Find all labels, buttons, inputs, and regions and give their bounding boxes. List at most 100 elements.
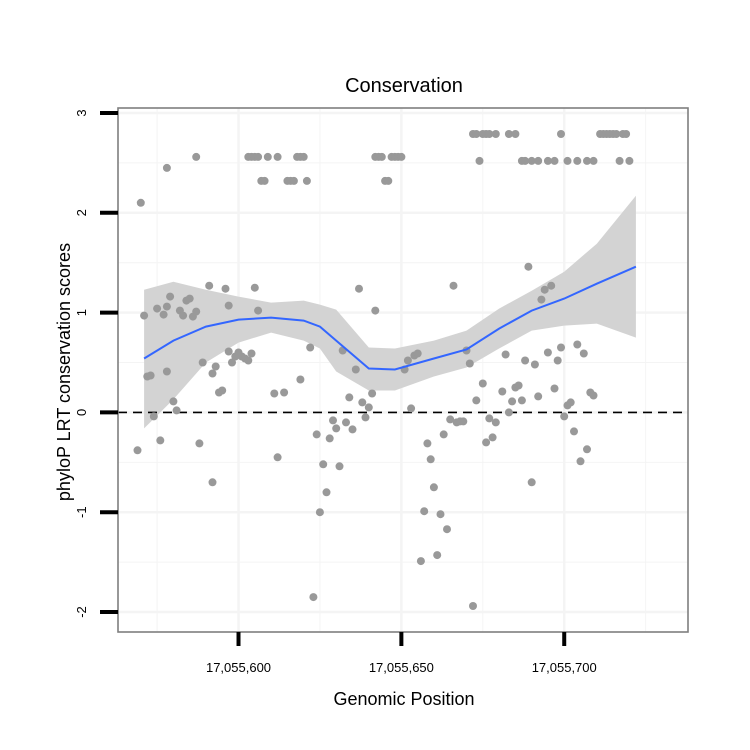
data-point [524,262,533,271]
data-point [306,343,315,352]
data-point [488,433,497,442]
data-point [342,418,350,427]
data-point [543,348,552,357]
data-point [534,156,543,165]
x-tick-label: 17,055,700 [532,660,597,675]
data-point [459,417,468,426]
data-point [162,163,171,172]
data-point [407,404,416,413]
data-point [413,349,422,358]
y-tick-label: -1 [74,506,89,518]
data-point [345,393,354,402]
data-point [273,152,282,161]
data-point [403,356,412,365]
data-point [521,356,530,365]
data-point [622,130,631,138]
data-point [325,434,334,443]
data-point [162,367,171,376]
y-tick-label: 1 [74,309,89,316]
data-point [547,281,556,290]
data-point [429,483,438,492]
data-point [260,176,269,185]
data-point [423,439,432,448]
data-point [244,356,253,365]
data-point [195,439,204,448]
data-point [439,430,448,439]
data-point [254,152,263,161]
data-point [550,384,559,393]
data-point [589,156,598,165]
data-point [560,412,569,421]
data-point [179,311,188,320]
y-tick-label: 0 [74,409,89,416]
data-point [146,371,155,380]
data-point [534,392,543,401]
data-point [289,176,298,185]
data-point [583,445,591,454]
data-point [355,284,363,293]
y-tick-label: -2 [74,606,89,618]
data-point [162,302,171,311]
data-point [563,156,572,165]
data-point [348,425,357,434]
data-point [312,430,321,439]
data-point [254,306,263,315]
data-point [169,397,178,406]
data-point [576,457,585,466]
data-point [228,358,236,367]
data-point [527,156,536,165]
data-point [211,362,220,371]
data-point [543,156,552,165]
data-point [140,311,149,320]
x-tick-label: 17,055,600 [206,660,271,675]
data-point [247,349,256,358]
data-point [527,478,536,487]
data-point [270,389,279,398]
data-point [351,365,360,374]
data-point [377,152,386,161]
data-point [615,156,624,165]
data-point [491,418,500,427]
data-point [149,412,158,421]
data-point [566,398,575,407]
grid-lines [118,108,688,632]
data-point [358,398,367,407]
data-point [332,424,341,433]
data-point [478,379,487,388]
data-point [185,294,194,303]
data-point [192,307,201,316]
data-point [335,462,344,471]
data-point [433,551,442,560]
data-point [550,156,559,165]
data-point [469,602,477,610]
data-point [491,130,500,138]
data-point [557,130,565,138]
data-point [315,508,324,517]
chart-title: Conservation [345,75,463,97]
data-point [449,281,458,290]
data-point [612,130,621,138]
data-point [368,389,377,398]
data-point [557,343,565,352]
y-tick-label: 2 [74,209,89,216]
data-point [384,176,393,185]
data-point [589,391,598,400]
data-point [498,387,507,396]
data-point [397,152,406,161]
data-point [221,284,230,293]
y-axis: -2 -1 0 1 2 3 [74,109,118,618]
data-point [133,446,142,455]
y-tick-label: 3 [74,109,89,116]
data-point [530,360,539,369]
data-point [573,340,582,349]
data-point [273,453,282,462]
data-points [133,130,634,610]
data-point [416,557,425,566]
data-point [319,460,328,469]
data-point [511,130,520,138]
data-point [280,388,289,397]
data-point [218,386,227,395]
data-point [172,406,181,415]
data-point [420,507,429,516]
data-point [436,510,445,519]
